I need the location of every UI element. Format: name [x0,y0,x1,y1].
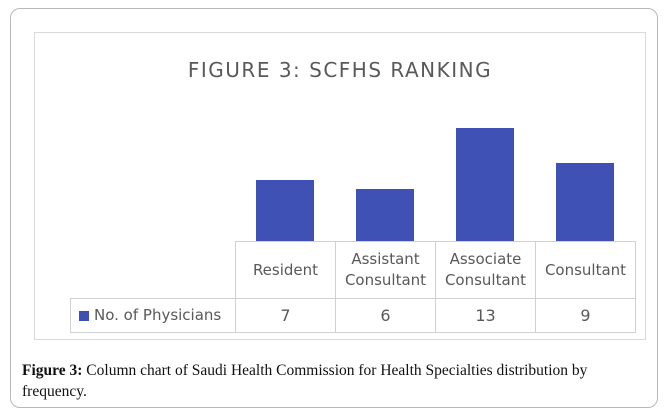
bar [456,127,514,241]
legend-label: No. of Physicians [94,306,222,324]
category-cell: Assistant Consultant [335,241,436,299]
plot-area [34,32,646,340]
value-cell: 6 [335,298,436,333]
caption-text: Column chart of Saudi Health Commission … [22,362,588,400]
bar [556,162,614,241]
value-cell: 7 [235,298,336,333]
value-cell: 13 [435,298,536,333]
legend-cell: No. of Physicians [70,298,236,333]
bar [256,180,314,241]
category-cell: Associate Consultant [435,241,536,299]
caption: Figure 3: Column chart of Saudi Health C… [22,360,642,402]
category-cell: Consultant [535,241,636,299]
caption-label: Figure 3: [22,362,83,379]
legend-swatch [79,310,89,321]
value-cell: 9 [535,298,636,333]
category-cell: Resident [235,241,336,299]
frame [10,8,658,408]
bar [356,188,414,241]
chart-title: FIGURE 3: SCFHS RANKING [187,58,493,82]
